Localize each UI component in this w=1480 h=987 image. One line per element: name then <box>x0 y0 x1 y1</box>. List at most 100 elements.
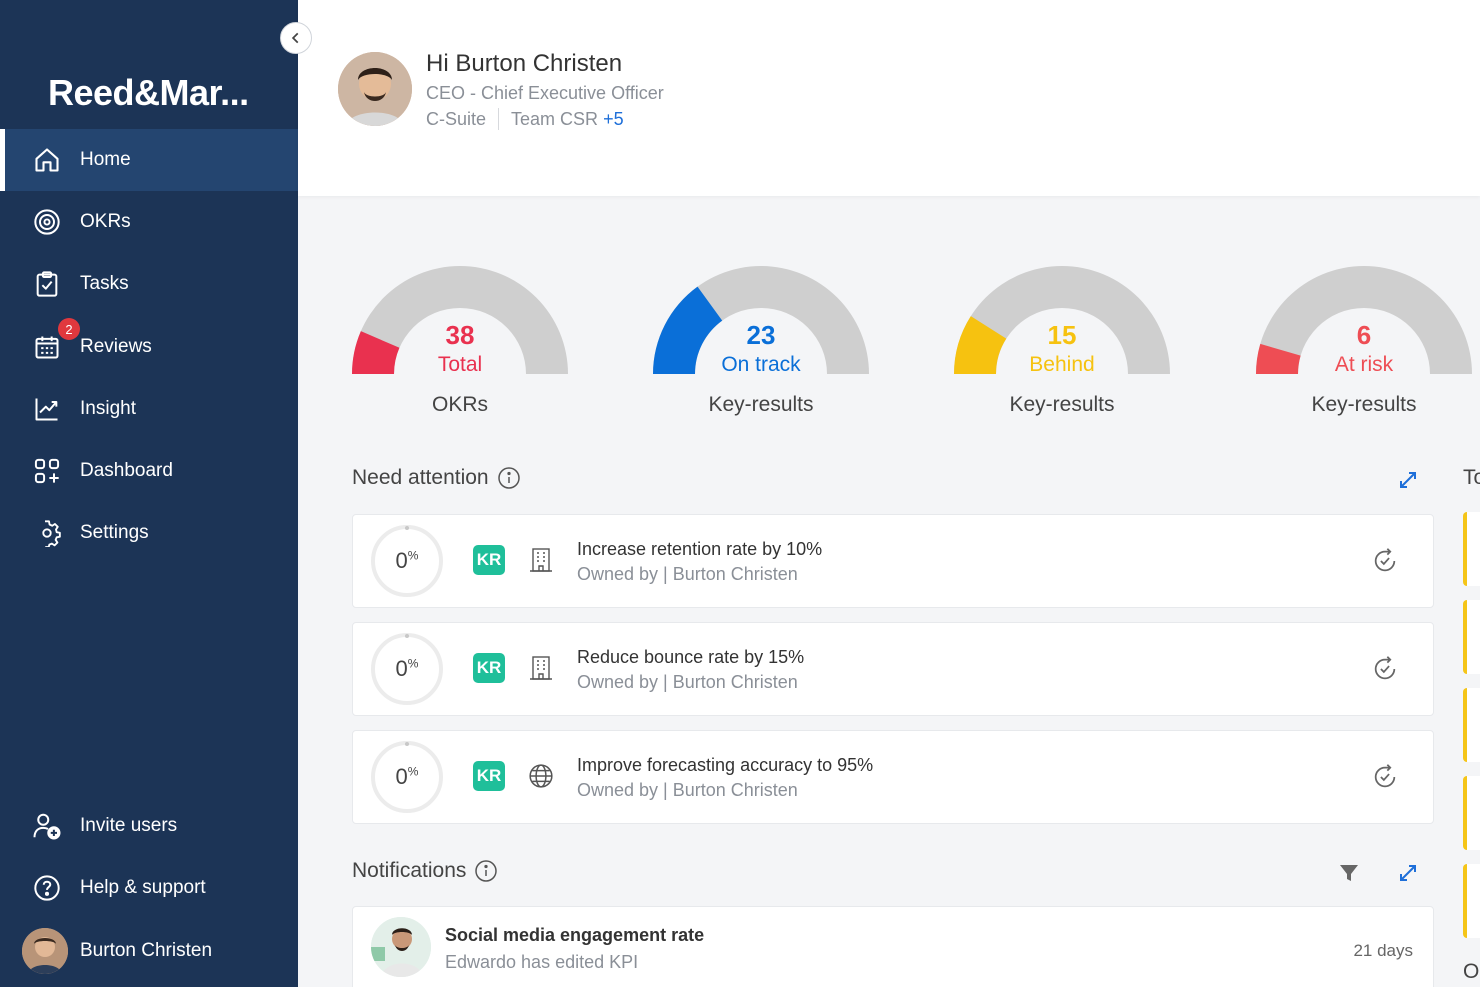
sidebar-item-invite-users[interactable]: Invite users <box>0 795 298 857</box>
gauge-caption: Key-results <box>708 393 814 416</box>
sidebar-item-dashboard[interactable]: Dashboard <box>0 440 298 502</box>
collapse-sidebar-button[interactable] <box>280 22 312 54</box>
sidebar-item-label: Insight <box>80 398 136 419</box>
divider <box>498 108 500 130</box>
avatar <box>371 917 431 977</box>
sidebar-item-label: Reviews <box>80 336 152 357</box>
sidebar-user-name: Burton Christen <box>80 940 213 961</box>
section-title-text: Need attention <box>352 466 489 489</box>
right-panel-title: To <box>1463 466 1480 489</box>
right-panel-card[interactable] <box>1463 688 1480 762</box>
building-icon <box>527 653 555 683</box>
gauge-value: 38 <box>445 320 475 350</box>
info-icon[interactable] <box>474 859 498 883</box>
right-panel-card[interactable] <box>1463 600 1480 674</box>
gauge-label: Behind <box>1029 353 1095 376</box>
right-panel-card[interactable] <box>1463 776 1480 850</box>
sidebar-item-home[interactable]: Home <box>0 129 298 191</box>
brand-logo[interactable]: Reed&Mar... <box>48 72 249 113</box>
sidebar-item-label: OKRs <box>80 211 131 232</box>
progress-ring: 0% <box>371 741 443 813</box>
gauge-arc <box>653 266 869 374</box>
kr-title[interactable]: Reduce bounce rate by 15% <box>577 647 805 667</box>
gauge-on-track[interactable]: 23 On track Key-results <box>651 262 871 416</box>
right-panel-card[interactable] <box>1463 864 1480 938</box>
add-user-icon <box>32 811 62 841</box>
expand-icon[interactable] <box>1396 468 1420 492</box>
sidebar-item-settings[interactable]: Settings <box>0 502 298 564</box>
kr-owner: Owned by | Burton Christen <box>577 564 798 584</box>
sidebar-item-okrs[interactable]: OKRs <box>0 191 298 253</box>
team-label: Team CSR <box>511 108 599 129</box>
profile-avatar[interactable] <box>338 52 412 126</box>
gauge-track <box>352 266 568 374</box>
gauge-label: On track <box>721 353 801 376</box>
target-icon <box>32 207 62 237</box>
kr-title[interactable]: Increase retention rate by 10% <box>577 539 823 559</box>
help-icon <box>32 873 62 903</box>
gauge-fill <box>1256 343 1301 374</box>
gauge-value: 15 <box>1047 320 1077 350</box>
kr-badge: KR <box>473 761 505 791</box>
sidebar-item-label: Invite users <box>80 815 178 836</box>
progress-ring: 0% <box>371 633 443 705</box>
right-panel-card[interactable] <box>1463 512 1480 586</box>
gauge-track <box>1256 266 1472 374</box>
gauge-at-risk[interactable]: 6 At risk Key-results <box>1254 262 1474 416</box>
sidebar-item-tasks[interactable]: Tasks <box>0 253 298 315</box>
notification-title: Social media engagement rate <box>445 925 705 945</box>
sidebar-item-reviews[interactable]: 2 Reviews <box>0 316 298 378</box>
gauge-behind[interactable]: 15 Behind Key-results <box>952 262 1172 416</box>
sidebar-item-label: Help & support <box>80 877 206 898</box>
gauge-total-okrs[interactable]: 38 Total OKRs <box>350 262 570 416</box>
sidebar-item-label: Tasks <box>80 273 129 294</box>
reviews-badge: 2 <box>58 318 80 340</box>
gauge-caption: OKRs <box>431 393 488 416</box>
right-panel-title: O <box>1463 960 1480 983</box>
sidebar-item-insight[interactable]: Insight <box>0 378 298 440</box>
kr-owner: Owned by | Burton Christen <box>577 780 798 800</box>
expand-icon[interactable] <box>1396 861 1420 885</box>
check-in-icon[interactable] <box>1371 655 1399 683</box>
gauge-fill <box>352 331 400 374</box>
notification-time: 21 days <box>1353 941 1413 960</box>
filter-icon[interactable] <box>1337 861 1361 885</box>
attention-item[interactable]: 0% KR Reduce bounce rate by 15% Owned by… <box>352 622 1434 716</box>
gauge-label: Total <box>437 353 483 376</box>
sidebar-user-profile[interactable]: Burton Christen <box>0 920 298 982</box>
gauge-arc <box>1256 266 1472 374</box>
notification-item[interactable]: Social media engagement rate Edwardo has… <box>352 906 1434 987</box>
notification-description: Edwardo has edited KPI <box>445 952 639 972</box>
sidebar-item-label: Settings <box>80 522 149 543</box>
gauge-fill <box>954 316 1007 374</box>
check-in-icon[interactable] <box>1371 547 1399 575</box>
sidebar-item-help-support[interactable]: Help & support <box>0 857 298 919</box>
gauge-track <box>653 266 869 374</box>
check-in-icon[interactable] <box>1371 763 1399 791</box>
gauge-label: At risk <box>1334 353 1394 376</box>
chart-line-icon <box>32 394 62 424</box>
gauge-arc <box>954 266 1170 374</box>
sidebar-item-label: Home <box>80 149 131 170</box>
globe-icon <box>527 761 555 791</box>
notifications-title: Notifications <box>352 859 498 883</box>
gauge-track <box>954 266 1170 374</box>
gauge-caption: Key-results <box>1009 393 1115 416</box>
info-icon[interactable] <box>497 466 521 490</box>
sidebar-item-label: Dashboard <box>80 460 173 481</box>
kr-owner: Owned by | Burton Christen <box>577 672 798 692</box>
gear-icon <box>32 518 62 548</box>
dashboard-grid-icon <box>32 456 62 486</box>
more-teams-link[interactable]: +5 <box>603 108 624 129</box>
profile-header: Hi Burton Christen CEO - Chief Executive… <box>298 0 1480 196</box>
kr-title[interactable]: Improve forecasting accuracy to 95% <box>577 755 874 775</box>
greeting-title: Hi Burton Christen <box>426 50 623 77</box>
user-role: CEO - Chief Executive Officer <box>426 83 664 103</box>
user-teams: C-Suite Team CSR +5 <box>426 108 624 130</box>
chevron-left-icon <box>291 32 299 44</box>
building-icon <box>527 545 555 575</box>
attention-item[interactable]: 0% KR Improve forecasting accuracy to 95… <box>352 730 1434 824</box>
need-attention-title: Need attention <box>352 466 521 490</box>
attention-item[interactable]: 0% KR Increase retention rate by 10% Own… <box>352 514 1434 608</box>
section-title-text: Notifications <box>352 859 467 882</box>
